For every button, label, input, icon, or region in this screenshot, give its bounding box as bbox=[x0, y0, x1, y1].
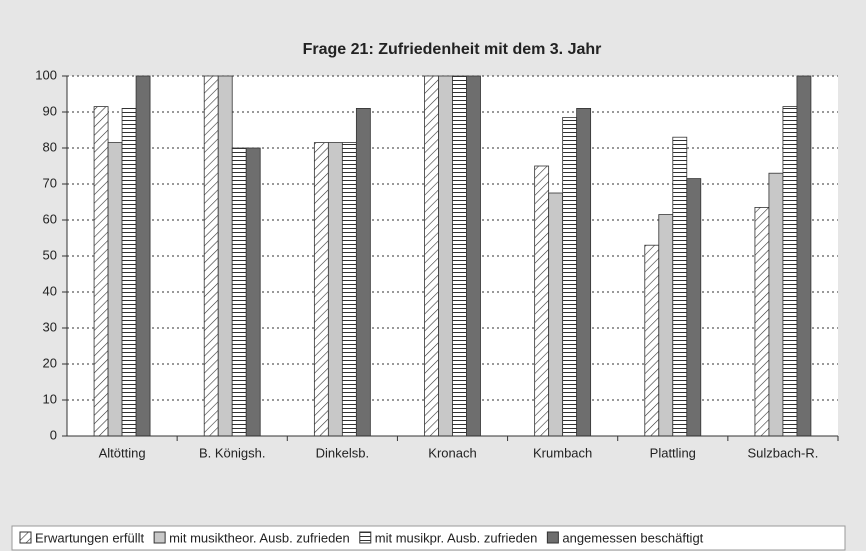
bar bbox=[121, 108, 137, 437]
legend-box bbox=[11, 525, 846, 551]
bar bbox=[355, 108, 371, 437]
legend-label: Erwartungen erfüllt bbox=[35, 530, 144, 545]
bar bbox=[452, 75, 467, 437]
bar bbox=[658, 214, 674, 437]
bar bbox=[782, 106, 798, 437]
bar bbox=[548, 192, 564, 437]
y-tick-label: 30 bbox=[43, 319, 57, 334]
bar bbox=[217, 75, 233, 437]
bar bbox=[341, 142, 357, 437]
x-tick-label: Dinkelsb. bbox=[316, 445, 369, 460]
bar bbox=[644, 244, 660, 437]
bar bbox=[796, 75, 812, 437]
x-tick-label: Altötting bbox=[99, 445, 146, 460]
bar bbox=[562, 117, 578, 437]
legend-label: mit musiktheor. Ausb. zufrieden bbox=[169, 530, 350, 545]
y-tick-label: 20 bbox=[43, 355, 57, 370]
y-tick-label: 0 bbox=[50, 427, 57, 442]
y-tick-label: 70 bbox=[43, 175, 57, 190]
bar bbox=[672, 136, 688, 437]
bar bbox=[534, 165, 550, 437]
bar bbox=[576, 108, 592, 437]
x-tick-label: Plattling bbox=[650, 445, 696, 460]
x-tick-label: Sulzbach-R. bbox=[748, 445, 819, 460]
bar bbox=[754, 206, 770, 437]
legend-label: angemessen beschäftigt bbox=[562, 530, 703, 545]
bar bbox=[135, 75, 151, 437]
y-tick-label: 40 bbox=[43, 283, 57, 298]
y-tick-label: 80 bbox=[43, 139, 57, 154]
bar bbox=[231, 147, 247, 437]
y-tick-label: 100 bbox=[35, 67, 57, 82]
bar bbox=[424, 75, 439, 437]
chart-title: Frage 21: Zufriedenheit mit dem 3. Jahr bbox=[303, 41, 602, 58]
bar bbox=[245, 147, 261, 437]
x-tick-label: Kronach bbox=[428, 445, 476, 460]
bar bbox=[107, 142, 123, 437]
bar bbox=[313, 142, 329, 437]
bar bbox=[93, 106, 109, 437]
x-tick-label: B. Königsh. bbox=[199, 445, 266, 460]
y-tick-label: 90 bbox=[43, 103, 57, 118]
bar bbox=[466, 75, 481, 437]
legend-swatch bbox=[546, 531, 559, 544]
y-tick-label: 10 bbox=[43, 391, 57, 406]
bar bbox=[203, 75, 219, 437]
legend-label: mit musikpr. Ausb. zufrieden bbox=[375, 530, 538, 545]
bar bbox=[438, 75, 453, 437]
bar bbox=[327, 142, 343, 437]
bar bbox=[768, 172, 784, 437]
x-tick-label: Krumbach bbox=[533, 445, 592, 460]
legend-swatch bbox=[153, 531, 166, 544]
bar bbox=[686, 178, 702, 437]
y-tick-label: 60 bbox=[43, 211, 57, 226]
legend-swatch bbox=[359, 531, 372, 544]
legend-swatch bbox=[19, 531, 32, 544]
y-tick-label: 50 bbox=[43, 247, 57, 262]
